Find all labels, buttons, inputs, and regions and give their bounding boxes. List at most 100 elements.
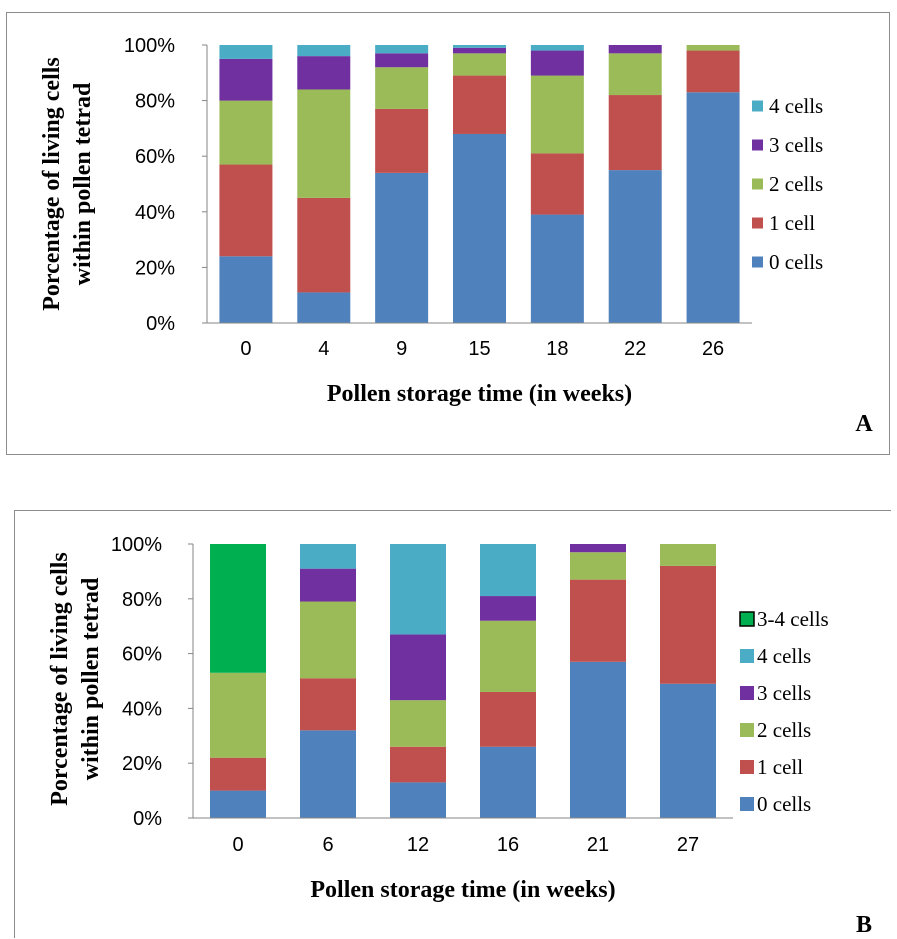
bar-2-cells-0 bbox=[210, 672, 266, 758]
bar-2-cells-16 bbox=[480, 620, 536, 692]
bar-4-cells-16 bbox=[480, 544, 536, 597]
bar-2-cells-6 bbox=[300, 601, 356, 679]
bar-2-cells-21 bbox=[570, 552, 626, 580]
y-axis-title-line: Porcentage of living cells bbox=[39, 57, 65, 311]
legend-swatch bbox=[740, 723, 754, 737]
legend-swatch bbox=[740, 797, 754, 811]
bar-2-cells-27 bbox=[660, 544, 716, 566]
legend-label: 1 cell bbox=[757, 755, 803, 779]
bar-3-cells-15 bbox=[453, 47, 506, 54]
legend-swatch bbox=[752, 217, 763, 229]
bar-1-cell-6 bbox=[300, 678, 356, 731]
bar-4-cells-4 bbox=[297, 45, 351, 57]
chart-a-svg: 0% 20% 40% 60% 80% 100% 0 4 9 15 18 22 26 Pollen stor… bbox=[39, 35, 873, 437]
bar-1-cell-9 bbox=[375, 108, 429, 173]
bar-1-cell-16 bbox=[480, 691, 536, 747]
legend-label: 4 cells bbox=[769, 94, 823, 118]
bar-1-cell-27 bbox=[660, 565, 716, 684]
legend-label: 3-4 cells bbox=[757, 607, 829, 631]
bar-3-cells-9 bbox=[375, 53, 429, 68]
bar-2-cells-4 bbox=[297, 89, 351, 198]
y-tick-label: 40% bbox=[122, 698, 162, 720]
legend-swatch bbox=[752, 100, 763, 112]
y-tick-label: 40% bbox=[135, 202, 175, 224]
x-tick-label: 16 bbox=[497, 834, 519, 856]
x-tick-label: 0 bbox=[232, 834, 243, 856]
x-axis-title: Pollen storage time (in weeks) bbox=[327, 381, 632, 407]
legend-label: 0 cells bbox=[757, 792, 811, 816]
y-tick-label: 0% bbox=[146, 313, 175, 335]
bar-1-cell-4 bbox=[297, 197, 351, 293]
bar-2-cells-12 bbox=[390, 700, 446, 747]
bar-0-cells-4 bbox=[297, 292, 351, 323]
bar-0-cells-18 bbox=[530, 214, 584, 323]
bar-4-cells-18 bbox=[530, 45, 584, 51]
chart-b-svg: 0% 20% 40% 60% 80% 100% 0 6 12 16 21 27 Pollen stora… bbox=[47, 534, 872, 938]
y-tick-label: 100% bbox=[124, 35, 175, 57]
bar-3-cells-16 bbox=[480, 596, 536, 621]
legend-swatch bbox=[739, 611, 755, 627]
x-tick-label: 0 bbox=[240, 338, 251, 360]
bar-2-cells-0 bbox=[219, 100, 273, 165]
legend-label: 0 cells bbox=[769, 250, 823, 274]
bar-4-cells-12 bbox=[390, 544, 446, 635]
bar-0-cells-0 bbox=[210, 790, 266, 818]
x-tick-label: 26 bbox=[702, 338, 724, 360]
x-axis-title: Pollen storage time (in weeks) bbox=[310, 877, 615, 903]
legend-swatch bbox=[752, 256, 763, 268]
x-tick-label: 27 bbox=[677, 834, 699, 856]
bar-2-cells-18 bbox=[530, 75, 584, 154]
bar-2-cells-15 bbox=[453, 53, 506, 76]
y-axis-title-line: Porcentage of living cells bbox=[47, 552, 73, 806]
y-axis-title-line: within pollen tetrad bbox=[78, 577, 104, 780]
bar-2-cells-26 bbox=[686, 45, 740, 51]
bar-0-cells-26 bbox=[686, 92, 740, 323]
y-tick-label: 60% bbox=[122, 644, 162, 666]
bar-4-cells-9 bbox=[375, 45, 429, 54]
bar-4-cells-15 bbox=[453, 45, 506, 48]
legend-swatch bbox=[740, 686, 754, 700]
x-tick-label: 15 bbox=[468, 338, 490, 360]
x-tick-label: 4 bbox=[318, 338, 329, 360]
y-axis-title-line: within pollen tetrad bbox=[70, 82, 96, 285]
legend-label: 2 cells bbox=[769, 172, 823, 196]
bar-2-cells-22 bbox=[608, 53, 662, 96]
x-tick-label: 22 bbox=[624, 338, 646, 360]
bar-0-cells-22 bbox=[608, 170, 662, 323]
bar-4-cells-0 bbox=[219, 45, 273, 59]
bar-0-cells-9 bbox=[375, 172, 429, 323]
panel-label: A bbox=[855, 411, 873, 437]
legend-label: 4 cells bbox=[757, 644, 811, 668]
y-tick-label: 60% bbox=[135, 146, 175, 168]
legend-label: 2 cells bbox=[757, 718, 811, 742]
y-tick-label: 80% bbox=[135, 91, 175, 113]
bar-2-cells-9 bbox=[375, 67, 429, 109]
bar-0-cells-27 bbox=[660, 683, 716, 818]
bar-1-cell-21 bbox=[570, 579, 626, 662]
y-tick-label: 20% bbox=[135, 257, 175, 279]
bar-3-cells-4 bbox=[297, 56, 351, 90]
bar-3-cells-22 bbox=[608, 45, 662, 54]
bar-3-4-cells-0 bbox=[210, 544, 266, 673]
bar-1-cell-0 bbox=[210, 757, 266, 791]
bar-0-cells-16 bbox=[480, 746, 536, 818]
bar-3-cells-6 bbox=[300, 568, 356, 602]
legend-swatch bbox=[740, 760, 754, 774]
x-tick-label: 21 bbox=[587, 834, 609, 856]
legend-swatch bbox=[740, 649, 754, 663]
bar-3-cells-21 bbox=[570, 544, 626, 553]
bar-4-cells-6 bbox=[300, 544, 356, 569]
bar-0-cells-15 bbox=[453, 133, 506, 323]
x-tick-label: 9 bbox=[396, 338, 407, 360]
x-tick-label: 12 bbox=[407, 834, 429, 856]
bar-1-cell-18 bbox=[530, 153, 584, 215]
legend-swatch bbox=[752, 139, 763, 151]
bar-1-cell-0 bbox=[219, 164, 273, 257]
bar-1-cell-12 bbox=[390, 746, 446, 783]
y-tick-label: 0% bbox=[133, 808, 162, 830]
y-tick-label: 20% bbox=[122, 753, 162, 775]
legend-label: 3 cells bbox=[757, 681, 811, 705]
legend-label: 3 cells bbox=[769, 133, 823, 157]
bar-3-cells-18 bbox=[530, 50, 584, 76]
x-tick-label: 18 bbox=[546, 338, 568, 360]
